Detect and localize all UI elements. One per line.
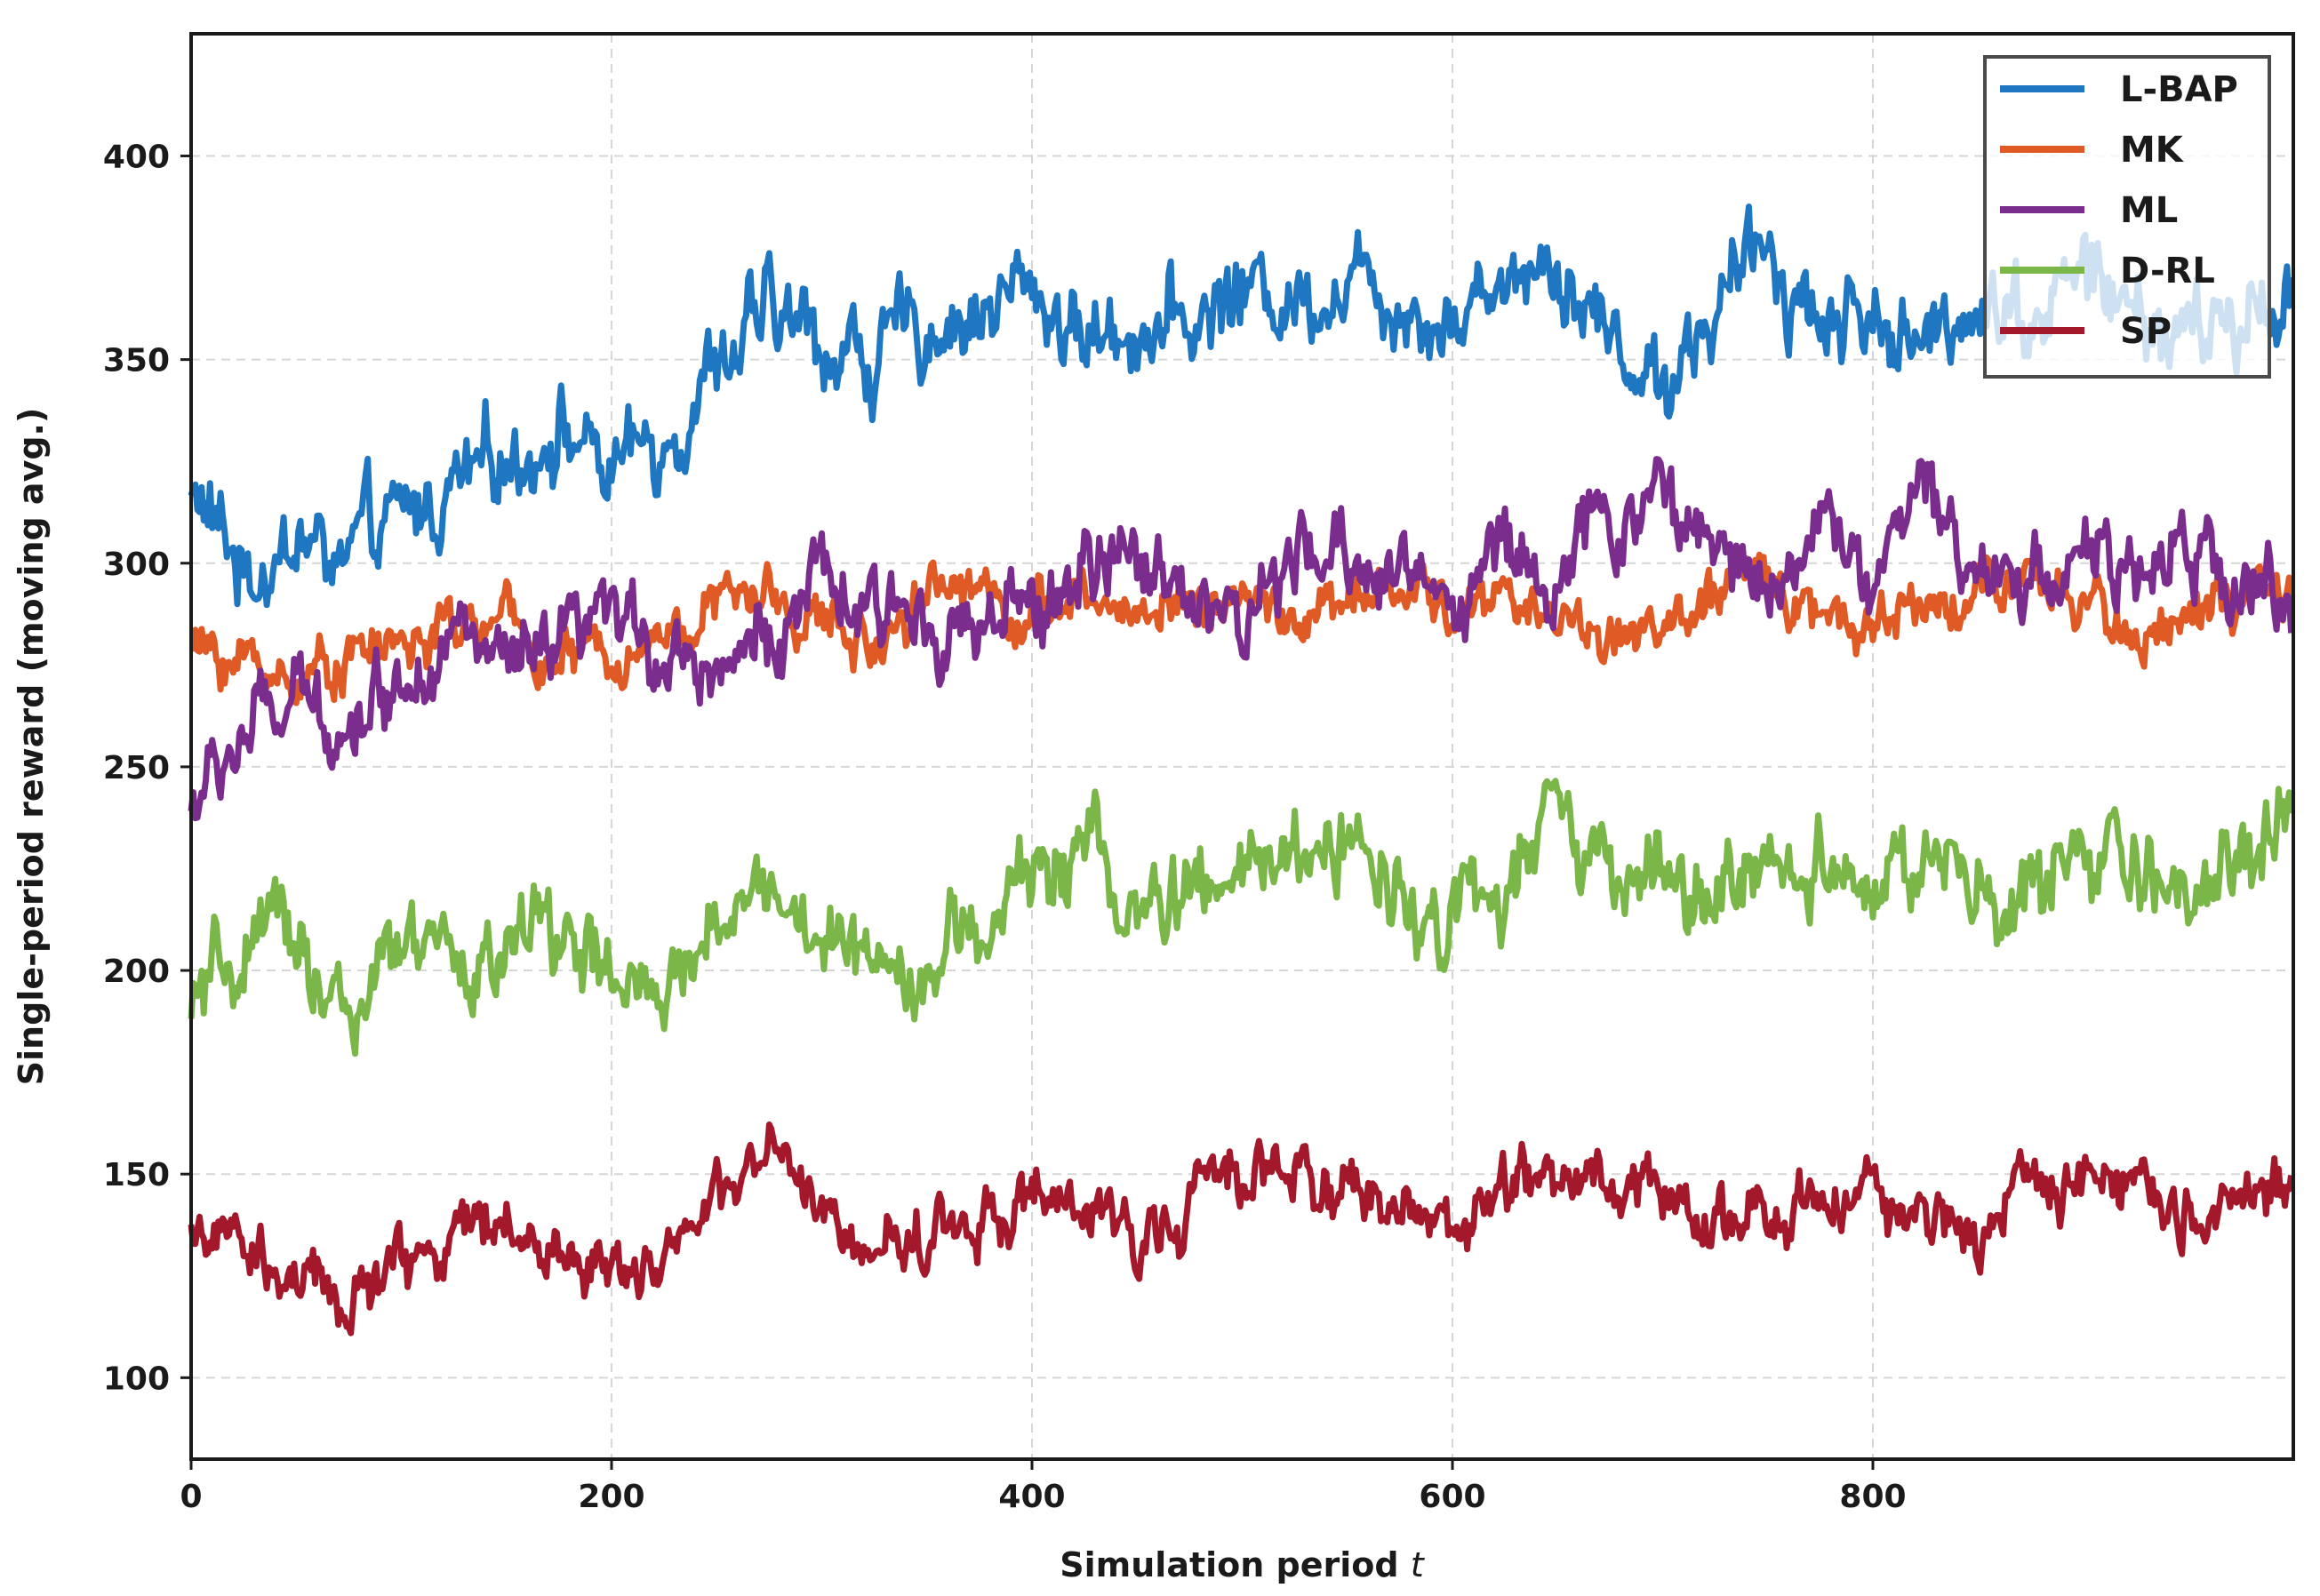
y-axis-label: Single-period reward (moving avg.): [12, 408, 51, 1086]
series-line-ml: [188, 456, 2295, 822]
x-tick-label: 800: [1839, 1479, 1906, 1515]
x-tick-label: 600: [1419, 1479, 1485, 1515]
y-tick-label: 200: [103, 954, 170, 990]
y-tick-label: 150: [103, 1157, 170, 1193]
legend-label: ML: [2120, 190, 2178, 231]
series-line-l-bap: [188, 203, 2295, 609]
legend-label: SP: [2120, 311, 2172, 352]
x-tick-label: 400: [998, 1479, 1065, 1515]
axis-ticks: 0 200 400 600 800 100 150 200 250 300 350 400: [103, 139, 1907, 1515]
series-lines: [188, 203, 2295, 1337]
legend: L-BAP MK ML D-RL SP: [1983, 55, 2271, 379]
legend-label: L-BAP: [2120, 69, 2238, 110]
legend-label: MK: [2120, 130, 2185, 171]
x-tick-label: 0: [180, 1479, 202, 1515]
x-tick-label: 200: [578, 1479, 644, 1515]
y-tick-label: 300: [103, 547, 170, 583]
legend-label: D-RL: [2120, 251, 2215, 291]
x-axis-label: Simulation period t: [1060, 1545, 1426, 1584]
legend-box: [1983, 55, 2271, 379]
series-line-d-rl: [188, 778, 2295, 1057]
y-tick-label: 100: [103, 1361, 170, 1397]
y-tick-label: 250: [103, 750, 170, 786]
y-tick-label: 350: [103, 343, 170, 379]
series-line-mk: [189, 551, 2295, 706]
y-tick-label: 400: [103, 139, 170, 175]
grid: [190, 34, 2293, 1459]
series-line-sp: [188, 1121, 2295, 1337]
plot-frame: [189, 32, 2295, 1461]
